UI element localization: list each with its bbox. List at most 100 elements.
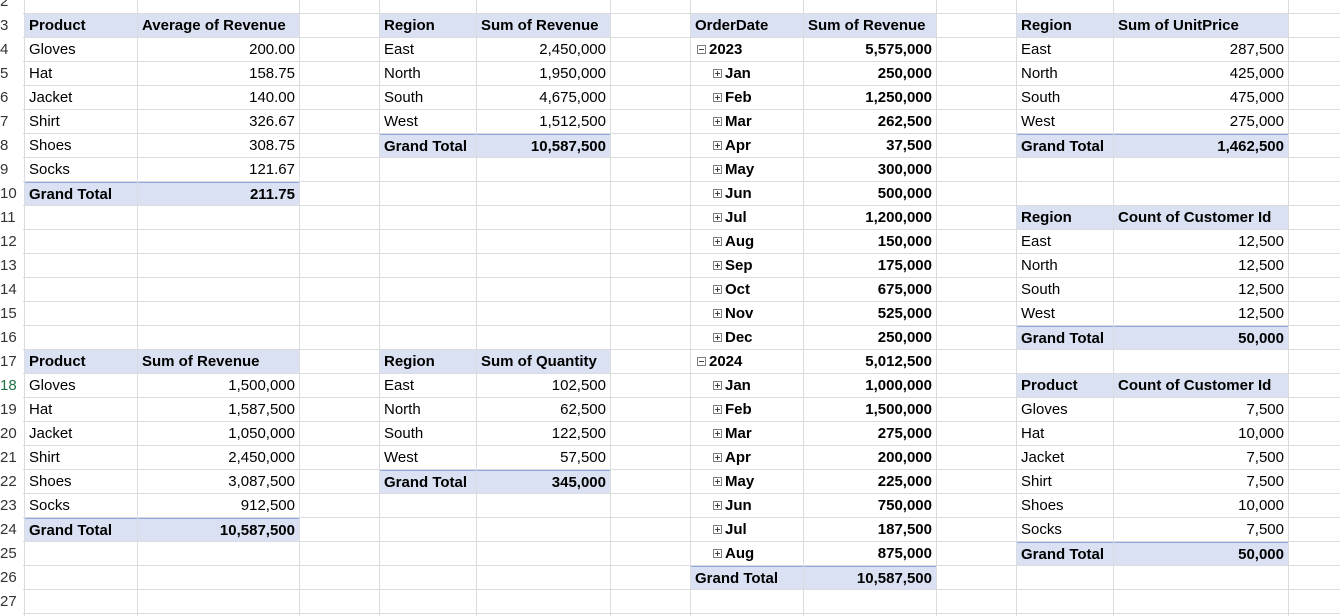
pivot-product-count-value[interactable]: 7,500 xyxy=(1246,521,1284,538)
expand-icon[interactable] xyxy=(713,284,722,294)
pivot-product-count-value[interactable]: 10,000 xyxy=(1238,425,1284,442)
pivot-orderdate-year[interactable]: 2023 xyxy=(691,38,803,61)
pivot-product-avg-row-label-header[interactable]: Product xyxy=(25,14,137,37)
pivot-product-sum-row-label-header[interactable]: Product xyxy=(25,350,137,373)
row-number[interactable]: 18 xyxy=(0,374,23,398)
pivot-region-unitprice-grand-total-value[interactable]: 1,462,500 xyxy=(1114,134,1288,157)
pivot-orderdate-row-label-header[interactable]: OrderDate xyxy=(691,14,803,37)
pivot-region-count-value[interactable]: 12,500 xyxy=(1238,233,1284,250)
pivot-product-avg-value-header[interactable]: Average of Revenue xyxy=(138,14,299,37)
pivot-product-avg-value[interactable]: 200.00 xyxy=(249,41,295,58)
row-number[interactable]: 27 xyxy=(0,590,23,614)
pivot-region-quantity-row-label-header[interactable]: Region xyxy=(380,350,476,373)
pivot-region-count-row-label[interactable]: East xyxy=(1021,233,1052,250)
pivot-region-revenue-row-label[interactable]: South xyxy=(384,89,424,106)
pivot-orderdate-month[interactable]: Oct xyxy=(691,278,803,301)
pivot-region-revenue-row-label[interactable]: West xyxy=(384,113,418,130)
pivot-region-quantity-value[interactable]: 102,500 xyxy=(551,377,606,394)
pivot-region-count-value[interactable]: 12,500 xyxy=(1238,281,1284,298)
pivot-product-avg-row-label[interactable]: Socks xyxy=(29,161,70,178)
pivot-region-count-row-label[interactable]: South xyxy=(1021,281,1061,298)
pivot-product-count-grand-total-label[interactable]: Grand Total xyxy=(1017,542,1113,565)
pivot-orderdate-month[interactable]: Dec xyxy=(691,326,803,349)
pivot-product-sum-value[interactable]: 912,500 xyxy=(240,497,295,514)
expand-icon[interactable] xyxy=(713,428,722,438)
row-number[interactable]: 8 xyxy=(0,134,23,158)
pivot-region-revenue-row-label[interactable]: East xyxy=(384,41,415,58)
pivot-orderdate-month[interactable]: Sep xyxy=(691,254,803,277)
pivot-product-avg-grand-total-label[interactable]: Grand Total xyxy=(25,182,137,205)
expand-icon[interactable] xyxy=(713,92,722,102)
pivot-product-count-value[interactable]: 10,000 xyxy=(1238,497,1284,514)
pivot-product-avg-row-label[interactable]: Shirt xyxy=(29,113,60,130)
row-number[interactable]: 16 xyxy=(0,326,23,350)
pivot-orderdate-month[interactable]: Jul xyxy=(691,206,803,229)
pivot-region-count-value-header[interactable]: Count of Customer Id xyxy=(1114,206,1288,229)
pivot-region-revenue-row-label[interactable]: North xyxy=(384,65,421,82)
pivot-orderdate-month[interactable]: Aug xyxy=(691,230,803,253)
expand-icon[interactable] xyxy=(713,524,722,534)
pivot-product-sum-value[interactable]: 3,087,500 xyxy=(228,473,295,490)
pivot-product-avg-value[interactable]: 158.75 xyxy=(249,65,295,82)
expand-icon[interactable] xyxy=(713,476,722,486)
pivot-region-count-grand-total-value[interactable]: 50,000 xyxy=(1114,326,1288,349)
pivot-orderdate-value[interactable]: 187,500 xyxy=(877,521,932,538)
pivot-orderdate-grand-total-label[interactable]: Grand Total xyxy=(691,566,803,589)
pivot-orderdate-month[interactable]: May xyxy=(691,470,803,493)
pivot-product-avg-row-label[interactable]: Hat xyxy=(29,65,53,82)
pivot-region-revenue-value[interactable]: 4,675,000 xyxy=(539,89,606,106)
pivot-orderdate-value[interactable]: 250,000 xyxy=(877,329,932,346)
expand-icon[interactable] xyxy=(713,260,722,270)
pivot-region-unitprice-value[interactable]: 275,000 xyxy=(1229,113,1284,130)
pivot-product-avg-row-label[interactable]: Jacket xyxy=(29,89,73,106)
pivot-region-count-grand-total-label[interactable]: Grand Total xyxy=(1017,326,1113,349)
pivot-orderdate-value[interactable]: 150,000 xyxy=(877,233,932,250)
pivot-product-sum-row-label[interactable]: Shoes xyxy=(29,473,72,490)
row-number[interactable]: 23 xyxy=(0,494,23,518)
expand-icon[interactable] xyxy=(713,500,722,510)
row-number[interactable]: 4 xyxy=(0,38,23,62)
pivot-orderdate-value[interactable]: 875,000 xyxy=(877,545,932,562)
pivot-product-sum-value-header[interactable]: Sum of Revenue xyxy=(138,350,299,373)
pivot-orderdate-value[interactable]: 675,000 xyxy=(877,281,932,298)
pivot-orderdate-value[interactable]: 525,000 xyxy=(877,305,932,322)
expand-icon[interactable] xyxy=(713,452,722,462)
pivot-orderdate-value[interactable]: 5,012,500 xyxy=(865,353,932,370)
pivot-product-count-value[interactable]: 7,500 xyxy=(1246,449,1284,466)
expand-icon[interactable] xyxy=(713,332,722,342)
pivot-region-quantity-value[interactable]: 57,500 xyxy=(560,449,606,466)
pivot-product-sum-value[interactable]: 1,500,000 xyxy=(228,377,295,394)
pivot-region-quantity-grand-total-value[interactable]: 345,000 xyxy=(477,470,610,493)
pivot-region-count-row-label-header[interactable]: Region xyxy=(1017,206,1113,229)
row-number[interactable]: 22 xyxy=(0,470,23,494)
pivot-product-avg-row-label[interactable]: Shoes xyxy=(29,137,72,154)
pivot-orderdate-month[interactable]: Jan xyxy=(691,62,803,85)
pivot-product-sum-row-label[interactable]: Socks xyxy=(29,497,70,514)
pivot-orderdate-value-header[interactable]: Sum of Revenue xyxy=(804,14,936,37)
pivot-product-sum-row-label[interactable]: Hat xyxy=(29,401,53,418)
pivot-region-quantity-value[interactable]: 62,500 xyxy=(560,401,606,418)
pivot-region-quantity-row-label[interactable]: North xyxy=(384,401,421,418)
row-number[interactable]: 10 xyxy=(0,182,23,206)
pivot-region-unitprice-row-label[interactable]: South xyxy=(1021,89,1061,106)
pivot-product-avg-row-label[interactable]: Gloves xyxy=(29,41,76,58)
pivot-region-count-row-label[interactable]: West xyxy=(1021,305,1055,322)
pivot-product-avg-value[interactable]: 121.67 xyxy=(249,161,295,178)
pivot-product-avg-value[interactable]: 140.00 xyxy=(249,89,295,106)
row-number[interactable]: 24 xyxy=(0,518,23,542)
pivot-product-sum-grand-total-label[interactable]: Grand Total xyxy=(25,518,137,541)
pivot-region-quantity-grand-total-label[interactable]: Grand Total xyxy=(380,470,476,493)
pivot-region-quantity-value-header[interactable]: Sum of Quantity xyxy=(477,350,610,373)
pivot-orderdate-value[interactable]: 1,200,000 xyxy=(865,209,932,226)
pivot-orderdate-month[interactable]: Jul xyxy=(691,518,803,541)
pivot-product-sum-grand-total-value[interactable]: 10,587,500 xyxy=(138,518,299,541)
expand-icon[interactable] xyxy=(713,140,722,150)
pivot-region-revenue-grand-total-label[interactable]: Grand Total xyxy=(380,134,476,157)
pivot-orderdate-value[interactable]: 250,000 xyxy=(877,65,932,82)
pivot-orderdate-value[interactable]: 175,000 xyxy=(877,257,932,274)
row-number[interactable]: 2 xyxy=(0,0,23,14)
pivot-product-count-value[interactable]: 7,500 xyxy=(1246,473,1284,490)
row-number[interactable]: 11 xyxy=(0,206,23,230)
pivot-region-unitprice-row-label[interactable]: North xyxy=(1021,65,1058,82)
